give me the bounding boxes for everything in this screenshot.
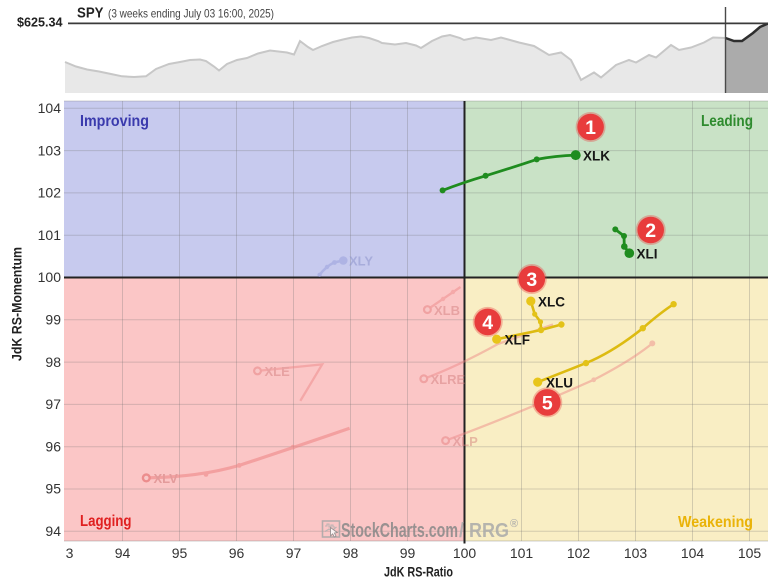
svg-text:SPY: SPY bbox=[77, 5, 104, 22]
svg-text:3: 3 bbox=[526, 269, 537, 291]
svg-text:96: 96 bbox=[45, 438, 61, 454]
svg-text:XLE: XLE bbox=[265, 364, 291, 379]
svg-text:XLY: XLY bbox=[349, 254, 373, 269]
svg-text:®: ® bbox=[510, 518, 518, 530]
svg-text:XLB: XLB bbox=[434, 303, 460, 318]
svg-text:99: 99 bbox=[400, 545, 416, 561]
svg-text:Weakening: Weakening bbox=[678, 514, 753, 531]
svg-text:99: 99 bbox=[45, 312, 61, 328]
svg-text:105: 105 bbox=[738, 545, 762, 561]
svg-text:(3 weeks ending July 03 16:00,: (3 weeks ending July 03 16:00, 2025) bbox=[108, 7, 274, 21]
svg-text:XLF: XLF bbox=[505, 333, 531, 348]
svg-text:5: 5 bbox=[542, 392, 553, 414]
svg-text:XLC: XLC bbox=[538, 295, 565, 310]
svg-text:104: 104 bbox=[38, 100, 62, 116]
svg-text:94: 94 bbox=[45, 523, 61, 539]
svg-text:1: 1 bbox=[585, 117, 596, 139]
svg-text:98: 98 bbox=[45, 354, 61, 370]
svg-text:XLU: XLU bbox=[546, 376, 573, 391]
svg-text:104: 104 bbox=[681, 545, 705, 561]
svg-text:XLI: XLI bbox=[637, 247, 658, 262]
svg-text:97: 97 bbox=[45, 396, 61, 412]
svg-text:XLRE: XLRE bbox=[431, 372, 466, 387]
svg-text:95: 95 bbox=[45, 481, 61, 497]
svg-text:JdK RS-Ratio: JdK RS-Ratio bbox=[384, 564, 453, 580]
svg-text:101: 101 bbox=[510, 545, 534, 561]
svg-text:100: 100 bbox=[38, 269, 62, 285]
svg-text:Leading: Leading bbox=[701, 113, 753, 130]
svg-text:$625.34: $625.34 bbox=[17, 16, 63, 30]
svg-text:XLV: XLV bbox=[154, 471, 179, 486]
svg-text:StockCharts.com: StockCharts.com bbox=[341, 520, 458, 542]
svg-text:Improving: Improving bbox=[80, 113, 149, 130]
svg-text:101: 101 bbox=[38, 227, 62, 243]
svg-text:XLP: XLP bbox=[453, 434, 479, 449]
svg-text:103: 103 bbox=[38, 142, 62, 158]
svg-text:98: 98 bbox=[343, 545, 359, 561]
svg-text:4: 4 bbox=[482, 312, 493, 334]
svg-text:2: 2 bbox=[645, 220, 656, 242]
svg-text:102: 102 bbox=[38, 185, 62, 201]
svg-text:/ RRG: / RRG bbox=[459, 520, 509, 542]
svg-text:3: 3 bbox=[66, 545, 74, 561]
svg-text:Lagging: Lagging bbox=[80, 513, 132, 530]
svg-text:95: 95 bbox=[172, 545, 188, 561]
svg-text:97: 97 bbox=[286, 545, 302, 561]
svg-text:100: 100 bbox=[453, 545, 477, 561]
svg-text:94: 94 bbox=[115, 545, 131, 561]
svg-text:JdK RS-Momentum: JdK RS-Momentum bbox=[10, 247, 25, 361]
svg-text:103: 103 bbox=[624, 545, 648, 561]
svg-text:96: 96 bbox=[229, 545, 245, 561]
svg-text:XLK: XLK bbox=[583, 149, 610, 164]
svg-text:102: 102 bbox=[567, 545, 591, 561]
